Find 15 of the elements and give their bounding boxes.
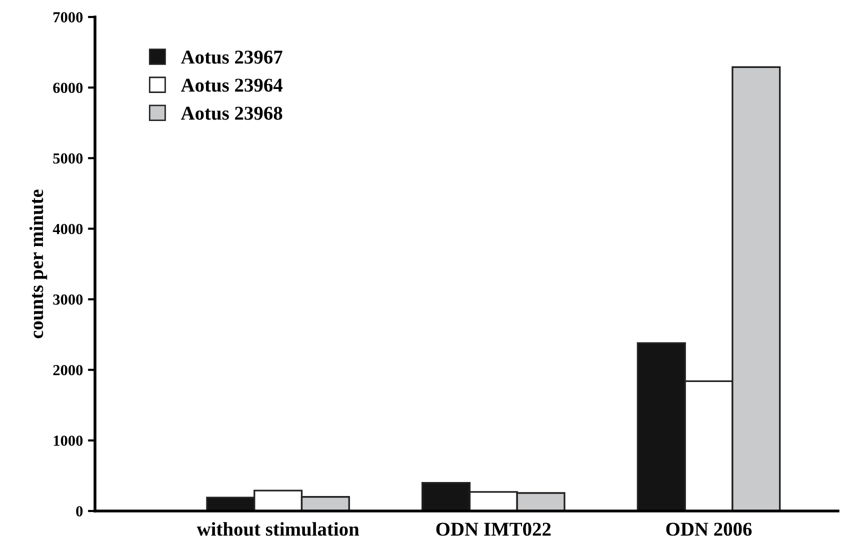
legend-label: Aotus 23964 [180,78,282,92]
x-tick-label: ODN IMT022 [436,522,551,536]
y-tick-label: 6000 [53,82,83,94]
y-tick-label: 1000 [54,436,83,446]
y-tick-label: 5000 [53,153,83,164]
y-tick-label: 2000 [53,365,83,376]
legend-label: Aotus 23967 [180,50,282,64]
y-tick-label: 3000 [53,294,83,305]
y-tick-label: 7000 [54,12,83,22]
y-axis-title: counts per minute [29,190,48,338]
x-tick-label: ODN 2006 [666,522,752,536]
x-tick-label: without stimulation [196,522,360,536]
y-tick-label: 4000 [52,224,83,234]
legend-label: Aotus 23968 [180,106,282,120]
y-tick-label: 0 [76,506,83,516]
